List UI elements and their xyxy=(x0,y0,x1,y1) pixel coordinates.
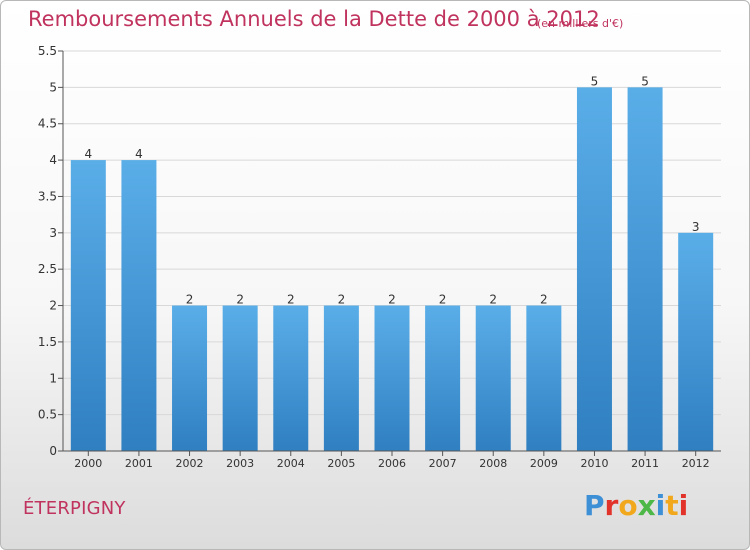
x-tick-label: 2002 xyxy=(176,457,204,470)
logo-letter: P xyxy=(584,489,605,522)
proxiti-logo: Proxiti xyxy=(584,489,688,522)
bar xyxy=(222,305,258,451)
y-tick-label: 5.5 xyxy=(38,44,57,58)
data-label: 2 xyxy=(338,293,346,307)
label-layer: 4 4 2 2 2 2 2 2 2 2 5 5 3 xyxy=(84,74,699,306)
y-tick-label: 0 xyxy=(49,444,57,458)
x-tick-label: 2005 xyxy=(327,457,355,470)
x-tick-label: 2011 xyxy=(631,457,659,470)
y-tick-label: 1.5 xyxy=(38,335,57,349)
logo-letter: x xyxy=(637,489,656,522)
bar xyxy=(475,305,511,451)
logo-letter: r xyxy=(604,489,619,522)
x-tick-label: 2008 xyxy=(479,457,507,470)
bar xyxy=(425,305,461,451)
x-tick-label: 2003 xyxy=(226,457,254,470)
bar-layer xyxy=(70,87,714,451)
data-label: 4 xyxy=(135,147,143,161)
y-tick-label: 1 xyxy=(49,371,57,385)
y-tick-label: 5 xyxy=(49,80,57,94)
data-label: 2 xyxy=(388,293,396,307)
logo-letter: i xyxy=(655,489,666,522)
x-tick-label: 2012 xyxy=(682,457,710,470)
data-label: 2 xyxy=(236,293,244,307)
y-tick-label: 0.5 xyxy=(38,408,57,422)
x-tick-label: 2010 xyxy=(580,457,608,470)
y-tick-label: 3.5 xyxy=(38,189,57,203)
chart-title: Remboursements Annuels de la Dette de 20… xyxy=(28,7,600,31)
data-label: 5 xyxy=(591,74,599,88)
data-label: 2 xyxy=(186,293,194,307)
x-tick-label: 2009 xyxy=(530,457,558,470)
bar xyxy=(576,87,612,451)
bar xyxy=(374,305,410,451)
data-label: 5 xyxy=(641,74,649,88)
y-tick-label: 2 xyxy=(49,299,57,313)
logo-letter: o xyxy=(618,489,638,522)
bar xyxy=(323,305,359,451)
y-tick-label: 3 xyxy=(49,226,57,240)
bar xyxy=(70,160,106,451)
bar xyxy=(121,160,157,451)
bar xyxy=(526,305,562,451)
data-label: 2 xyxy=(540,293,548,307)
y-tick-label: 4 xyxy=(49,153,57,167)
bar xyxy=(678,232,714,451)
data-label: 2 xyxy=(489,293,497,307)
y-tick-label: 2.5 xyxy=(38,262,57,276)
bar xyxy=(627,87,663,451)
logo-letter: t xyxy=(665,489,679,522)
x-tick-label: 2000 xyxy=(74,457,102,470)
bar xyxy=(273,305,309,451)
logo-letter: i xyxy=(678,489,689,522)
data-label: 4 xyxy=(84,147,92,161)
x-tick-label: 2004 xyxy=(277,457,305,470)
x-tick-label: 2001 xyxy=(125,457,153,470)
x-tick-label: 2007 xyxy=(429,457,457,470)
data-label: 2 xyxy=(287,293,295,307)
axis-layer: 0 0.5 1 1.5 2 2.5 3 3.5 4 4.5 5 5.5 2000 2001 2002 2003… xyxy=(38,44,721,470)
data-label: 3 xyxy=(692,220,700,234)
bar xyxy=(172,305,208,451)
data-label: 2 xyxy=(439,293,447,307)
chart-unit: (en milliers d'€) xyxy=(537,17,624,30)
x-tick-label: 2006 xyxy=(378,457,406,470)
place-name: ÉTERPIGNY xyxy=(23,498,126,519)
y-tick-label: 4.5 xyxy=(38,117,57,131)
